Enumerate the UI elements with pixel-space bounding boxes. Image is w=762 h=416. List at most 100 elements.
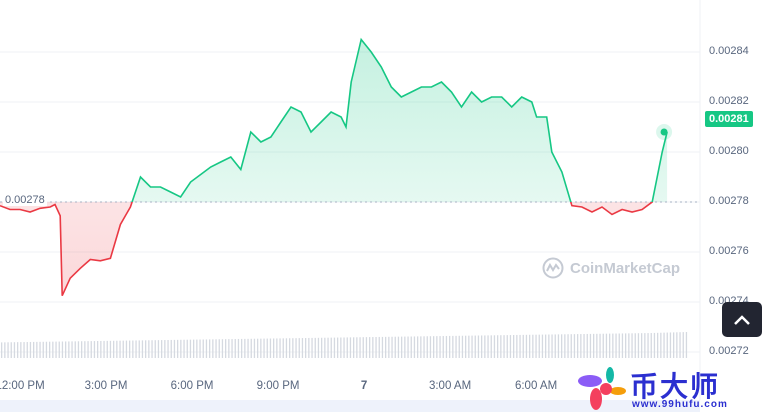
y-tick-label: 0.00280 bbox=[709, 145, 749, 157]
volume-bar bbox=[7, 342, 9, 358]
volume-bar bbox=[554, 334, 556, 358]
volume-bar bbox=[23, 342, 25, 358]
volume-bar bbox=[29, 341, 32, 358]
volume-bar bbox=[215, 339, 217, 358]
volume-bar bbox=[525, 334, 528, 358]
volume-bar bbox=[529, 334, 531, 358]
volume-bar bbox=[401, 336, 403, 358]
volume-bar bbox=[663, 332, 665, 358]
volume-bar bbox=[125, 340, 128, 358]
volume-bar bbox=[599, 333, 601, 358]
volume-bar bbox=[580, 334, 582, 358]
watermark-text: CoinMarketCap bbox=[570, 259, 681, 277]
volume-bar bbox=[657, 332, 659, 358]
volume-bar bbox=[493, 335, 496, 358]
volume-bar bbox=[375, 336, 377, 358]
volume-bar bbox=[199, 339, 201, 358]
volume-bar bbox=[378, 336, 380, 358]
volume-bar bbox=[177, 339, 179, 358]
volume-bar bbox=[68, 341, 70, 358]
volume-bar bbox=[228, 339, 230, 358]
volume-bar bbox=[593, 333, 595, 358]
volume-bar bbox=[477, 335, 480, 358]
volume-bar bbox=[173, 339, 176, 358]
volume-bar bbox=[573, 334, 576, 358]
volume-bar bbox=[170, 339, 172, 358]
volume-bar bbox=[161, 340, 163, 358]
volume-bar bbox=[445, 335, 448, 358]
volume-bar bbox=[36, 341, 38, 358]
volume-bar bbox=[327, 337, 329, 358]
volume-bar bbox=[449, 335, 451, 358]
volume-bar bbox=[557, 334, 560, 358]
brand-name: 币大师 bbox=[630, 371, 721, 402]
volume-bar bbox=[589, 333, 592, 358]
volume-bar bbox=[196, 339, 198, 358]
volume-bar bbox=[289, 338, 291, 358]
volume-bar bbox=[394, 336, 396, 358]
y-tick-label: 0.00272 bbox=[709, 345, 749, 357]
volume-bar bbox=[413, 336, 416, 358]
volume-bar bbox=[452, 335, 454, 358]
volume-bar bbox=[116, 340, 118, 358]
volume-bar bbox=[429, 336, 432, 358]
scroll-to-top-button[interactable] bbox=[722, 302, 762, 337]
volume-bar bbox=[461, 335, 464, 358]
volume-bar bbox=[218, 339, 220, 358]
volume-bar bbox=[253, 338, 256, 358]
x-tick-label: 7 bbox=[360, 380, 368, 392]
volume-bar bbox=[113, 340, 115, 358]
volume-bar bbox=[522, 334, 524, 358]
volume-bar bbox=[71, 341, 73, 358]
x-tick-label: 6:00 PM bbox=[170, 380, 214, 392]
volume-bar bbox=[61, 341, 64, 358]
volume-bar bbox=[292, 338, 294, 358]
volume-bar bbox=[503, 335, 505, 358]
volume-bar bbox=[4, 342, 6, 358]
time-range-navigator[interactable] bbox=[0, 400, 700, 412]
volume-bar bbox=[282, 338, 284, 358]
volume-bar bbox=[17, 342, 19, 358]
volume-bar bbox=[260, 338, 262, 358]
volume-bar bbox=[77, 341, 80, 358]
volume-bar bbox=[676, 332, 678, 358]
volume-bar bbox=[343, 337, 345, 358]
volume-bar bbox=[167, 339, 169, 358]
volume-bar bbox=[535, 334, 537, 358]
volume-bar bbox=[247, 338, 249, 358]
volume-bar bbox=[433, 336, 435, 358]
volume-bar bbox=[602, 333, 604, 358]
volume-bar bbox=[388, 336, 390, 358]
volume-bar bbox=[420, 336, 422, 358]
volume-bar bbox=[490, 335, 492, 358]
volume-bar bbox=[109, 340, 112, 358]
volume-bar bbox=[106, 340, 108, 358]
volume-bar bbox=[148, 340, 150, 358]
volume-bar bbox=[266, 338, 268, 358]
volume-bar bbox=[474, 335, 476, 358]
volume-bar bbox=[298, 338, 300, 358]
volume-bar bbox=[58, 341, 60, 358]
volume-bar bbox=[202, 339, 204, 358]
volume-bar bbox=[212, 339, 214, 358]
volume-bar bbox=[154, 340, 156, 358]
volume-bar bbox=[417, 336, 419, 358]
volume-bar bbox=[481, 335, 483, 358]
volume-bar bbox=[561, 334, 563, 358]
x-tick-label: 9:00 PM bbox=[256, 380, 300, 392]
x-tick-label: 3:00 PM bbox=[84, 380, 128, 392]
volume-bar bbox=[237, 338, 240, 358]
volume-bar bbox=[609, 333, 611, 358]
volume-bar bbox=[263, 338, 265, 358]
volume-bar bbox=[241, 338, 243, 358]
volume-bar bbox=[183, 339, 185, 358]
volume-bar bbox=[151, 340, 153, 358]
volume-bar bbox=[186, 339, 188, 358]
y-tick-label: 0.00278 bbox=[709, 195, 749, 207]
volume-bar bbox=[90, 341, 92, 358]
volume-bar bbox=[404, 336, 406, 358]
volume-bar bbox=[497, 335, 499, 358]
volume-bar bbox=[567, 334, 569, 358]
volume-bar bbox=[250, 338, 252, 358]
volume-bar bbox=[359, 337, 361, 358]
